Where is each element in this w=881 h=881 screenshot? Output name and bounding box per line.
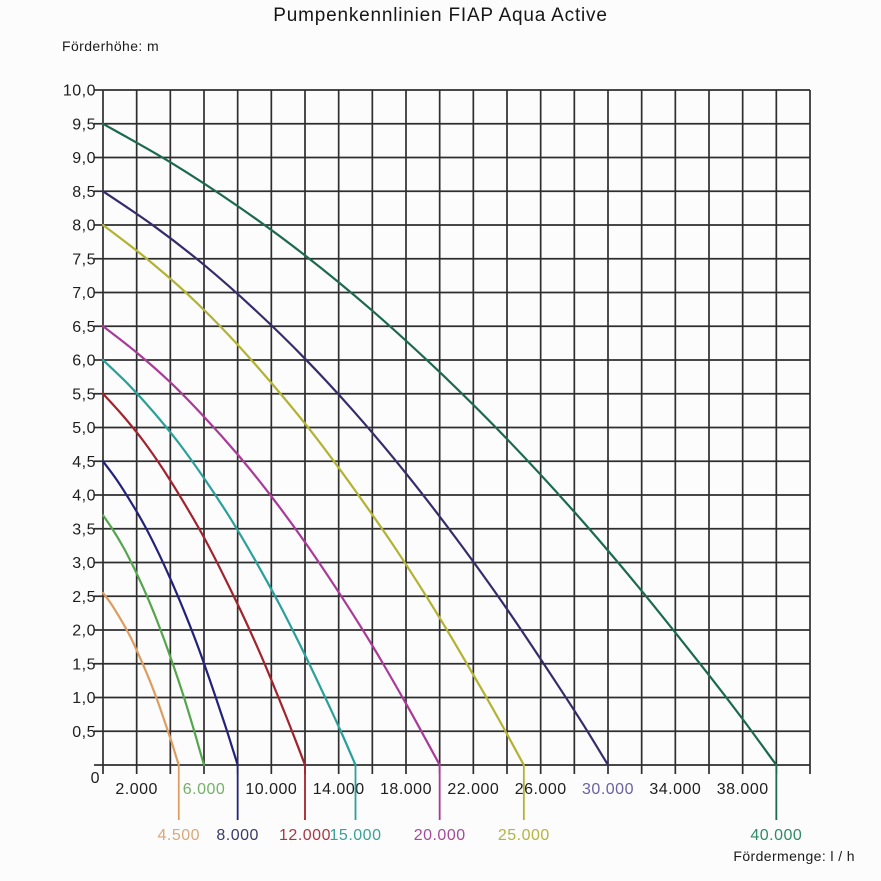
pump-curve-20000 [101, 325, 441, 767]
pump-flow-label-40000: 40.000 [750, 827, 802, 844]
x-tick-label: 30.000 [582, 781, 634, 798]
pump-flow-label-15000: 15.000 [330, 827, 382, 844]
x-tick-label: 22.000 [447, 781, 499, 798]
pump-curve-40000 [101, 122, 778, 767]
pump-flow-label-12000: 12.000 [279, 827, 331, 844]
y-tick-label: 8,0 [72, 218, 96, 235]
y-tick-label: 10,0 [63, 83, 96, 100]
y-tick-label: 8,5 [72, 184, 96, 201]
pump-flow-label-25000: 25.000 [498, 827, 550, 844]
y-tick-label: 1,5 [72, 656, 96, 673]
y-tick-label: 6,0 [72, 353, 96, 370]
pump-curve-8000 [101, 460, 239, 767]
chart-title: Pumpenkennlinien FIAP Aqua Active [273, 5, 608, 26]
pump-flow-label-8000: 8.000 [216, 827, 259, 844]
y-tick-label: 4,0 [72, 488, 96, 505]
y-axis-title: Förderhöhe: m [62, 38, 160, 54]
y-tick-label: 0,5 [72, 724, 96, 741]
x-tick-label: 18.000 [380, 781, 432, 798]
pump-curve-15000 [101, 358, 357, 767]
y-tick-label: 2,5 [72, 589, 96, 606]
pump-curve-4500 [101, 591, 180, 767]
y-tick-label: 1,0 [72, 690, 96, 707]
pump-curve-12000 [101, 392, 307, 767]
y-tick-label: 2,0 [72, 623, 96, 640]
x-tick-label: 26.000 [515, 781, 567, 798]
y-tick-label: 5,0 [72, 420, 96, 437]
y-tick-label: 3,0 [72, 555, 96, 572]
pump-flow-label-4500: 4.500 [157, 827, 200, 844]
y-tick-label: 4,5 [72, 454, 96, 471]
pump-curve-6000 [101, 514, 206, 767]
y-tick-label: 5,5 [72, 386, 96, 403]
pump-curve-25000 [101, 223, 525, 767]
pump-flow-label-20000: 20.000 [414, 827, 466, 844]
x-tick-label: 10.000 [245, 781, 297, 798]
y-tick-label: 7,0 [72, 285, 96, 302]
x-tick-label: 2.000 [115, 781, 158, 798]
x-axis-title: Fördermenge: l / h [733, 848, 855, 864]
y-tick-label: 0 [91, 770, 100, 787]
x-tick-label: 38.000 [717, 781, 769, 798]
y-tick-label: 9,5 [72, 116, 96, 133]
x-tick-label: 6.000 [183, 781, 226, 798]
y-tick-label: 9,0 [72, 150, 96, 167]
pump-curve-30000 [101, 190, 610, 767]
x-tick-label: 14.000 [313, 781, 365, 798]
y-tick-label: 6,5 [72, 319, 96, 336]
x-tick-label: 34.000 [649, 781, 701, 798]
y-tick-label: 7,5 [72, 251, 96, 268]
y-tick-label: 3,5 [72, 521, 96, 538]
